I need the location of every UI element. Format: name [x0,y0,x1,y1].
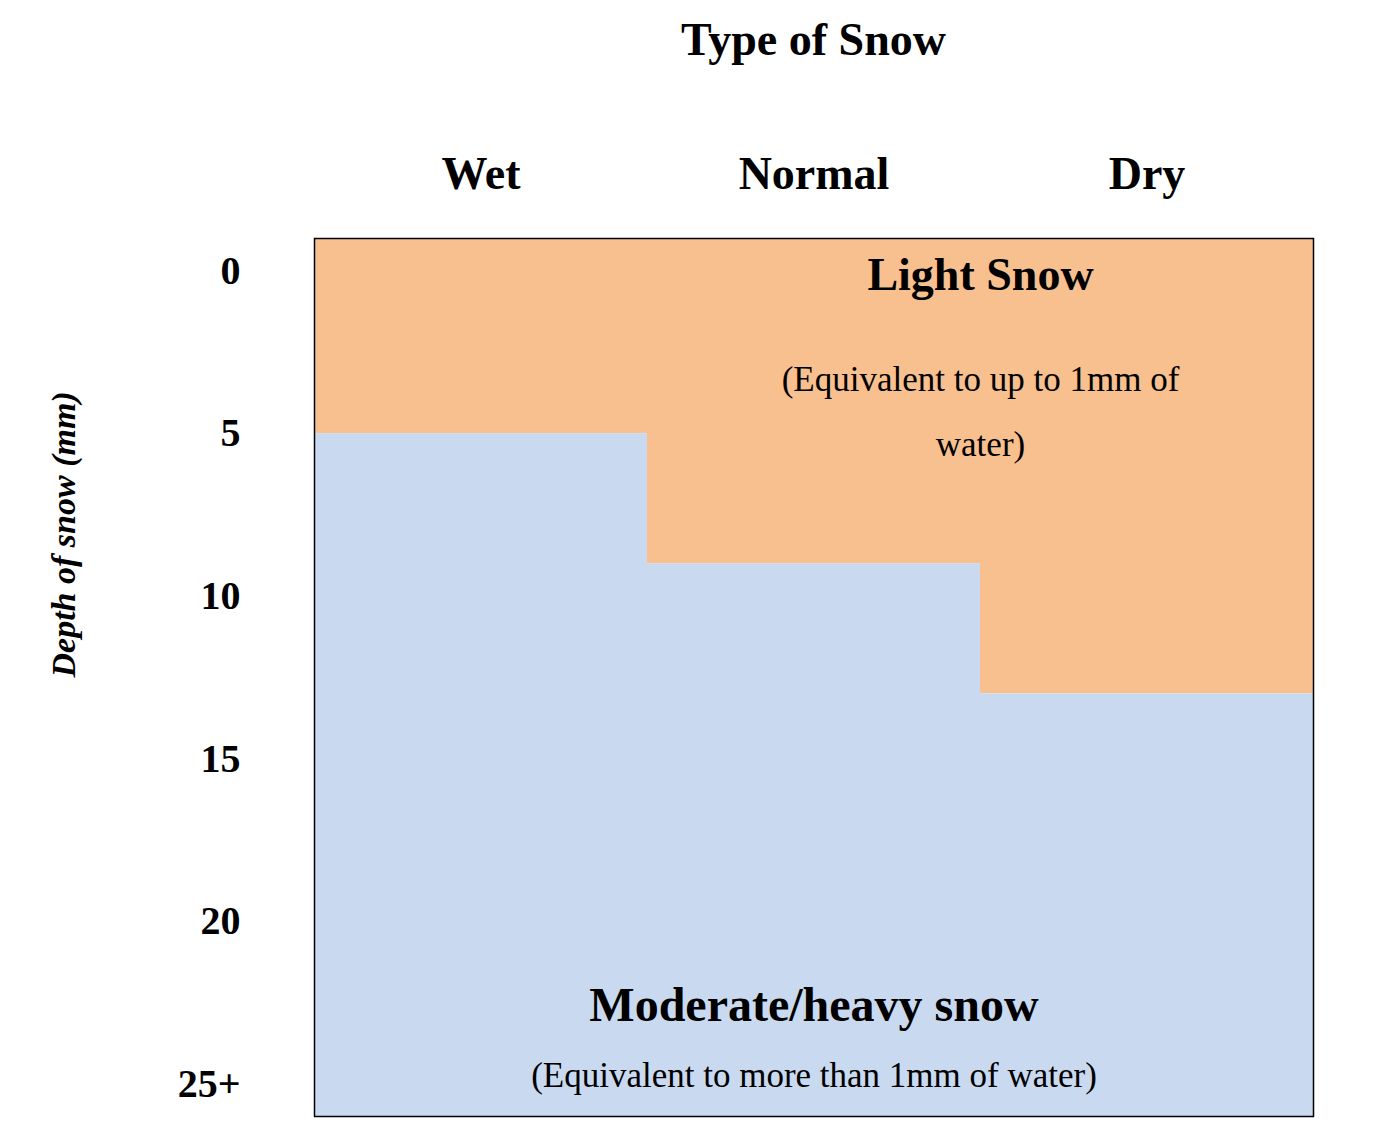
svg-text:Light Snow: Light Snow [867,249,1093,300]
svg-text:15: 15 [201,736,241,781]
svg-text:Dry: Dry [1109,148,1186,199]
svg-text:20: 20 [201,898,241,943]
svg-text:5: 5 [221,410,241,455]
svg-text:Wet: Wet [441,148,521,199]
svg-text:Moderate/heavy snow: Moderate/heavy snow [589,978,1039,1031]
svg-text:0: 0 [221,248,241,293]
svg-text:(Equivalent to up to 1mm ofwat: (Equivalent to up to 1mm ofwater) [782,360,1180,464]
html-text:Type of Snow: Type of Snow [681,14,946,65]
svg-text:25+: 25+ [178,1061,241,1106]
svg-text:(Equivalent to more than 1mm o: (Equivalent to more than 1mm of water) [531,1056,1097,1095]
svg-text:Normal: Normal [739,148,890,199]
svg-text:Depth of snow (mm): Depth of snow (mm) [45,391,83,678]
svg-text:10: 10 [201,573,241,618]
